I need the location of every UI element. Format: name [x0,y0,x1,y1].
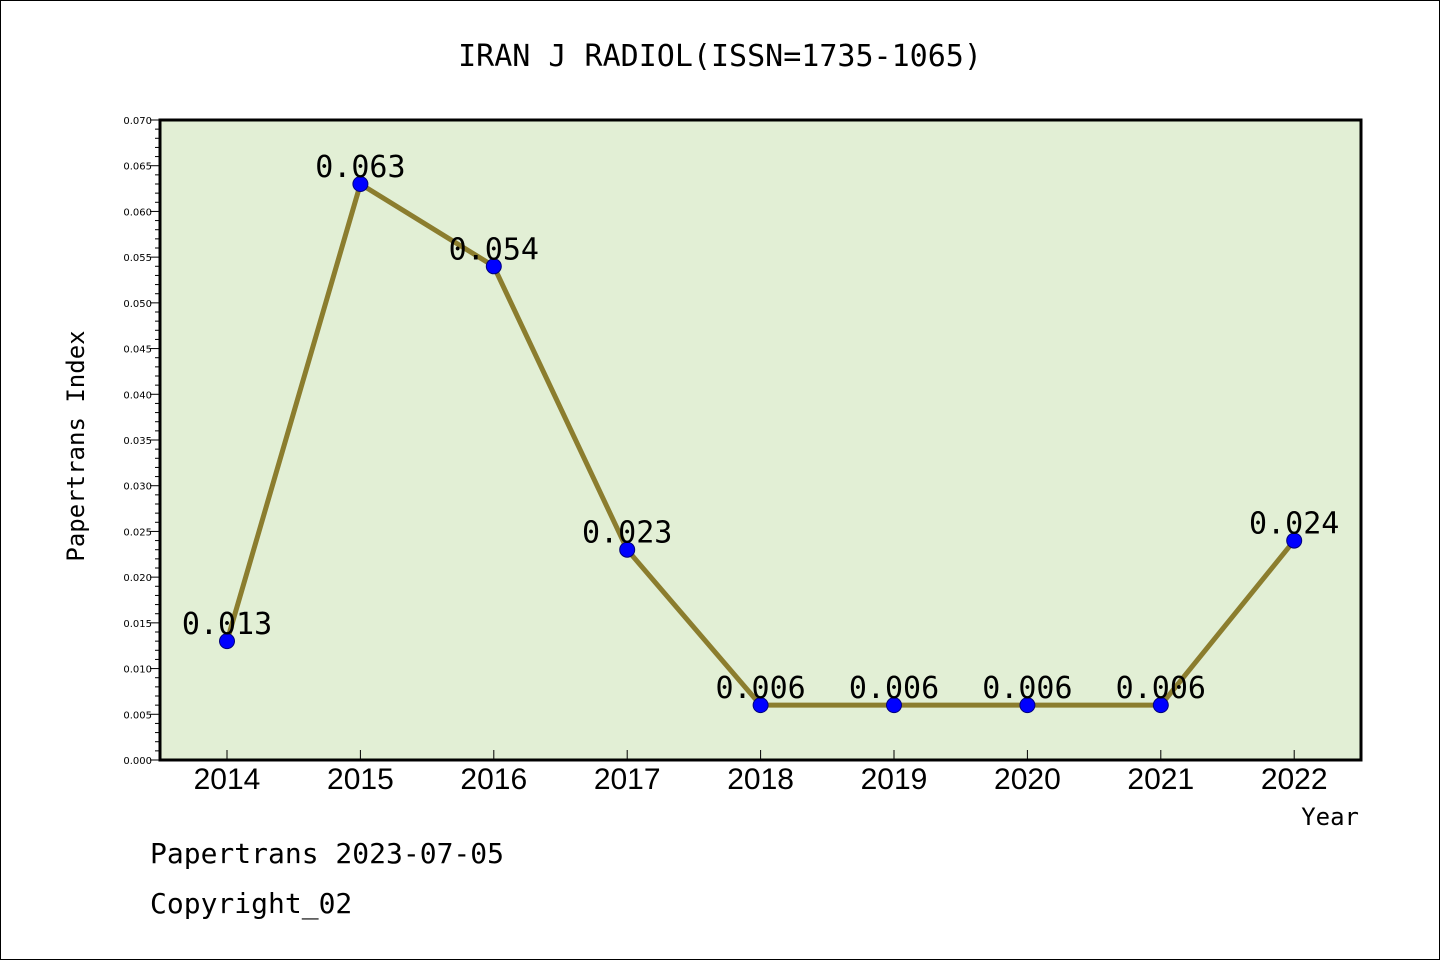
footer-date: Papertrans 2023-07-05 [150,837,504,870]
data-markers [219,176,1303,714]
plot-area [158,118,1363,762]
footer-copyright: Copyright_02 [150,887,352,921]
y-tick-label: 0.055 [123,253,152,264]
y-tick-label: 0.040 [123,390,152,401]
data-label-2016: 0.054 [449,232,539,267]
y-axis-tick-labels: 0.000 0.005 0.010 0.015 0.020 0.025 0.030 0.035… [123,116,152,767]
x-tick-label: 2022 [1261,763,1328,796]
data-point-2022 [1286,532,1303,549]
y-tick-label: 0.010 [123,665,152,676]
y-tick-label: 0.070 [123,116,152,127]
x-axis-tick-labels: 2014 2015 2016 2017 2018 2019 2020 2021 2022 [194,763,1328,796]
x-tick-label: 2021 [1127,763,1194,796]
data-label-2021: 0.006 [1116,671,1206,706]
x-tick-label: 2014 [194,763,261,796]
y-tick-label: 0.000 [123,756,152,767]
chart-title: IRAN J RADIOL(ISSN=1735-1065) [458,39,982,74]
data-point-2018 [752,697,769,714]
data-label-2020: 0.006 [982,671,1072,706]
data-label-2018: 0.006 [715,671,805,706]
data-label-2019: 0.006 [849,671,939,706]
data-label-2015: 0.063 [315,150,405,185]
x-axis-ticks [226,750,1295,760]
y-tick-label: 0.030 [123,482,152,493]
x-axis-title: Year [1301,803,1359,831]
y-tick-label: 0.060 [123,207,152,218]
x-tick-label: 2015 [327,763,394,796]
data-point-2019 [886,697,902,714]
data-labels: 0.013 0.063 0.054 0.023 0.006 0.006 0.006 0.006… [182,150,1340,706]
data-point-2020 [1019,697,1036,714]
x-tick-label: 2018 [727,763,794,796]
y-axis-title: Papertrans Index [62,330,90,561]
y-tick-label: 0.025 [123,527,152,538]
y-tick-label: 0.020 [123,573,152,584]
data-point-2016 [485,258,502,275]
y-tick-label: 0.050 [123,299,152,310]
x-tick-label: 2019 [861,763,928,796]
data-label-2022: 0.024 [1249,507,1339,542]
data-point-2017 [619,541,636,558]
y-tick-label: 0.045 [123,345,152,356]
data-label-2017: 0.023 [582,516,672,551]
y-tick-label: 0.005 [123,710,152,721]
x-tick-label: 2020 [994,763,1061,796]
x-tick-label: 2016 [460,763,527,796]
data-point-2015 [352,176,369,192]
data-point-2021 [1152,697,1169,714]
y-axis-ticks [150,119,160,761]
y-tick-label: 0.035 [123,436,152,447]
x-tick-label: 2017 [594,763,661,796]
y-tick-label: 0.015 [123,619,152,630]
y-tick-label: 0.065 [123,162,152,173]
data-point-2014 [219,633,235,650]
data-label-2014: 0.013 [182,607,272,642]
